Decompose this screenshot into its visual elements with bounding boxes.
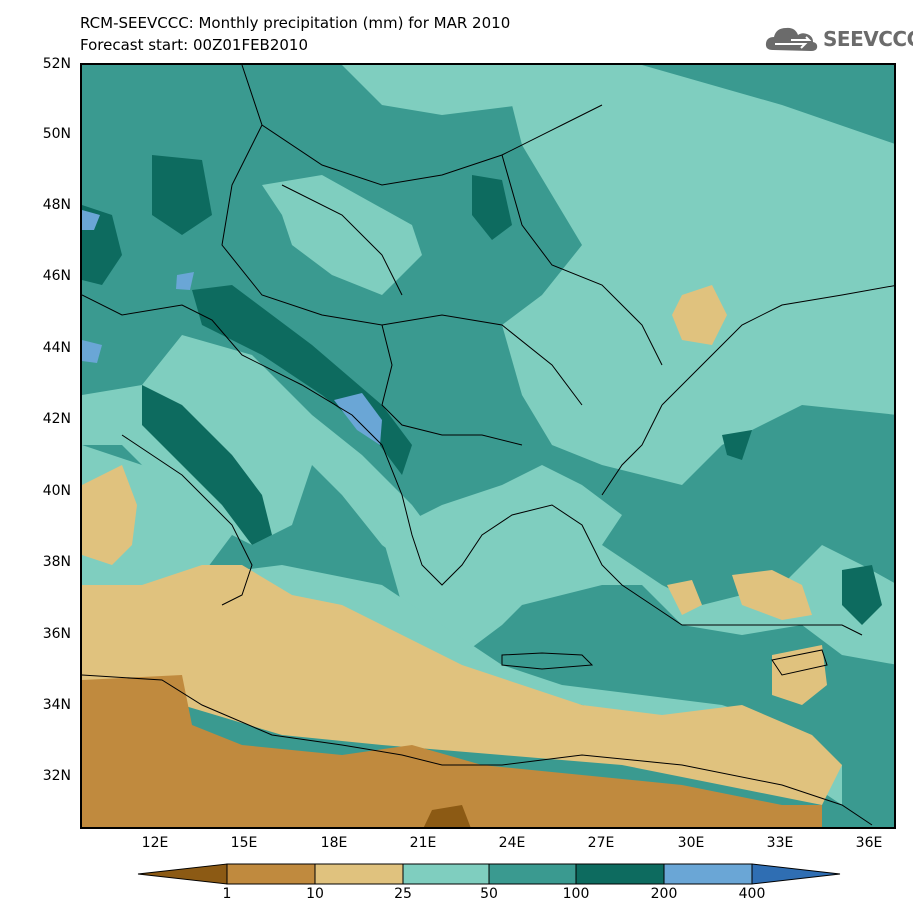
zone-100-200-alps [152, 155, 212, 235]
map-title: RCM-SEEVCCC: Monthly precipitation (mm) … [80, 14, 511, 32]
zone-10-25-africa [82, 565, 842, 805]
forecast-start-label: Forecast start: 00Z01FEB2010 [80, 36, 309, 54]
seevccc-logo: SEEVCCC [765, 22, 913, 56]
zone-1-10 [82, 675, 822, 827]
lon-label: 12E [141, 835, 169, 851]
zone-100-200-dinaric [192, 285, 412, 475]
colorbar-label: 100 [562, 886, 590, 902]
cloud-logo-icon [765, 27, 818, 51]
lat-label: 52N [42, 56, 71, 72]
zone-10-25-anatolia [667, 580, 702, 615]
colorbar-label: 1 [222, 886, 232, 902]
colorbar-seg-1 [226, 863, 316, 885]
lat-label: 44N [42, 340, 71, 356]
lat-label: 32N [42, 768, 71, 784]
lat-label: 42N [42, 411, 71, 427]
zone-100-200-levant [842, 565, 882, 625]
lat-label: 40N [42, 483, 71, 499]
zone-200-400-a [82, 210, 100, 230]
colorbar-seg-0 [137, 863, 228, 885]
colorbar-seg-4 [488, 863, 577, 885]
lon-label: 33E [766, 835, 794, 851]
zone-100-200-italy [142, 385, 272, 545]
lat-label: 34N [42, 697, 71, 713]
colorbar-label: 50 [480, 886, 498, 902]
zone-25-50-pannonia [262, 175, 422, 295]
lon-label: 24E [498, 835, 526, 851]
lon-label: 15E [230, 835, 258, 851]
zone-100-200-carpathian [472, 175, 512, 240]
lat-label: 50N [42, 126, 71, 142]
colorbar-label: 25 [394, 886, 412, 902]
colorbar-seg-5 [575, 863, 665, 885]
lon-label: 18E [320, 835, 348, 851]
precipitation-map [80, 63, 896, 829]
zone-10-25-turkey [732, 570, 812, 620]
lat-label: 36N [42, 626, 71, 642]
zone-10-25-sardinia [82, 465, 137, 565]
colorbar-seg-2 [314, 863, 404, 885]
zone-25-50-top [342, 65, 522, 115]
lat-label: 48N [42, 197, 71, 213]
map-canvas [82, 65, 894, 827]
colorbar-label: 400 [738, 886, 766, 902]
lon-label: 36E [855, 835, 883, 851]
zone-10-25-cyprus [772, 645, 827, 705]
lat-label: 46N [42, 268, 71, 284]
zone-200-400-c [82, 340, 102, 363]
logo-text: SEEVCCC [823, 27, 913, 51]
colorbar [137, 863, 841, 885]
lon-label: 21E [409, 835, 437, 851]
zone-below-1 [423, 805, 471, 827]
colorbar-label: 10 [306, 886, 324, 902]
colorbar-seg-6 [663, 863, 753, 885]
zone-100-200-pontic [722, 430, 752, 460]
zone-200-400-b [176, 272, 194, 290]
zone-25-50-italy [82, 335, 442, 575]
colorbar-seg-3 [402, 863, 490, 885]
zone-25-50-aegean [382, 465, 894, 665]
lon-label: 27E [587, 835, 615, 851]
lon-label: 30E [677, 835, 705, 851]
zone-200-400-montenegro [334, 393, 382, 445]
zone-10-25-blacksea [672, 285, 727, 345]
borders [82, 65, 894, 826]
lat-label: 38N [42, 554, 71, 570]
colorbar-seg-7 [751, 863, 841, 885]
colorbar-label: 200 [650, 886, 678, 902]
zone-25-50-ne [502, 65, 894, 485]
